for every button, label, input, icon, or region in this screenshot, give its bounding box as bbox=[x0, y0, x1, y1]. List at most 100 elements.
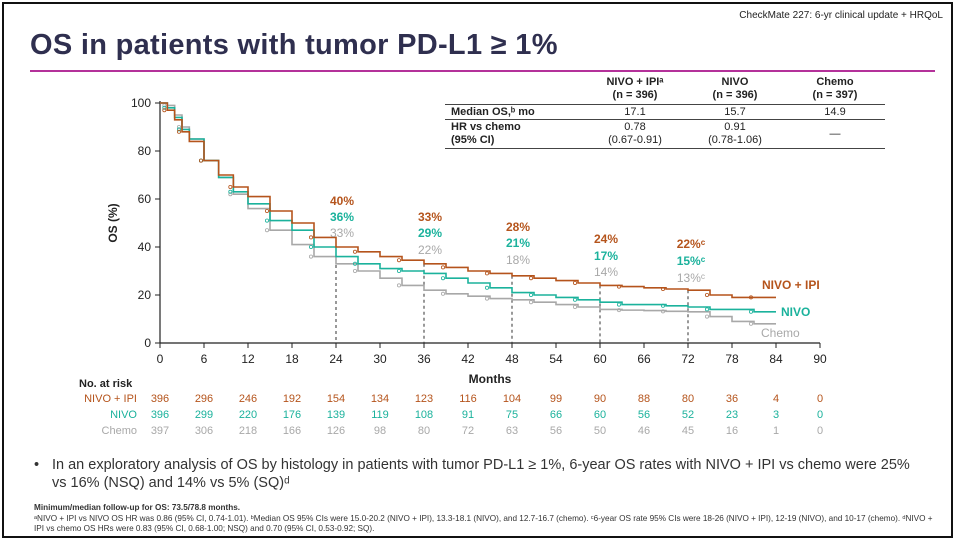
at-risk-count: 397 bbox=[151, 425, 169, 437]
hr-value: — bbox=[785, 119, 885, 149]
bullet-symbol: • bbox=[34, 457, 40, 473]
median-value: 17.1 bbox=[585, 104, 685, 120]
bullet-text: In an exploratory analysis of OS by hist… bbox=[52, 457, 910, 491]
rate-label: 21% bbox=[506, 236, 530, 250]
rate-label: 36% bbox=[330, 210, 354, 224]
hr-estimate: 0.78 bbox=[624, 121, 646, 133]
at-risk-count: 134 bbox=[371, 393, 389, 405]
footnote-text: ᵃNIVO + IPI vs NIVO OS HR was 0.86 (95% … bbox=[34, 513, 933, 534]
censor-mark bbox=[484, 296, 489, 301]
censor-mark bbox=[705, 307, 710, 312]
censor-mark bbox=[162, 105, 167, 110]
at-risk-count: 4 bbox=[773, 393, 779, 405]
at-risk-row-label: Chemo bbox=[102, 425, 137, 437]
censor-mark bbox=[529, 300, 534, 305]
censor-mark bbox=[573, 297, 578, 302]
hr-row: HR vs chemo (95% CI) 0.78 (0.67-0.91) 0.91… bbox=[445, 119, 885, 149]
rate-label: 24% bbox=[594, 232, 618, 246]
y-tick-label: 20 bbox=[138, 288, 152, 302]
at-risk-count: 98 bbox=[374, 425, 386, 437]
x-tick-label: 60 bbox=[593, 352, 607, 366]
rate-label: 22%ᶜ bbox=[677, 237, 706, 251]
at-risk-count: 104 bbox=[503, 393, 521, 405]
median-label: Median OS,ᵇ mo bbox=[445, 104, 585, 120]
at-risk-count: 99 bbox=[550, 393, 562, 405]
at-risk-count: 75 bbox=[506, 409, 518, 421]
hr-estimate: — bbox=[829, 127, 841, 140]
x-tick-label: 78 bbox=[725, 352, 739, 366]
censor-mark bbox=[484, 285, 489, 290]
y-tick-label: 100 bbox=[131, 96, 151, 110]
censor-mark bbox=[352, 268, 357, 273]
rate-label: 33% bbox=[330, 226, 354, 240]
censor-mark bbox=[529, 276, 534, 281]
at-risk-count: 0 bbox=[817, 393, 823, 405]
at-risk-count: 23 bbox=[726, 409, 738, 421]
series-end-label: Chemo bbox=[761, 326, 800, 340]
x-tick-label: 0 bbox=[157, 352, 164, 366]
col-n: (n = 396) bbox=[712, 89, 758, 101]
at-risk-count: 296 bbox=[195, 393, 213, 405]
stats-col-header: NIVO (n = 396) bbox=[685, 76, 785, 105]
y-tick-label: 40 bbox=[138, 240, 152, 254]
stats-col-header: NIVO + IPIᵃ (n = 396) bbox=[585, 76, 685, 105]
at-risk-count: 396 bbox=[151, 393, 169, 405]
rate-label: 28% bbox=[506, 220, 530, 234]
at-risk-count: 126 bbox=[327, 425, 345, 437]
x-tick-label: 48 bbox=[505, 352, 519, 366]
rate-label: 13%ᶜ bbox=[677, 271, 705, 285]
censor-mark bbox=[573, 280, 578, 285]
hr-value: 0.78 (0.67-0.91) bbox=[585, 119, 685, 149]
rate-label: 29% bbox=[418, 226, 442, 240]
at-risk-count: 50 bbox=[594, 425, 606, 437]
stats-header-row: NIVO + IPIᵃ (n = 396) NIVO (n = 396) Chemo… bbox=[445, 76, 885, 105]
series-end-label: NIVO bbox=[781, 305, 810, 319]
rate-label: 40% bbox=[330, 194, 354, 208]
at-risk-count: 0 bbox=[817, 409, 823, 421]
at-risk-count: 108 bbox=[415, 409, 433, 421]
stats-corner bbox=[445, 76, 585, 105]
hr-ci: (0.78-1.06) bbox=[708, 134, 762, 146]
at-risk-count: 166 bbox=[283, 425, 301, 437]
col-name: NIVO bbox=[721, 76, 749, 88]
at-risk-count: 119 bbox=[371, 409, 389, 421]
footnotes: Minimum/median follow-up for OS: 73.5/78… bbox=[34, 503, 934, 535]
censor-mark bbox=[573, 304, 578, 309]
censor-mark bbox=[440, 276, 445, 281]
at-risk-count: 176 bbox=[283, 409, 301, 421]
censor-mark bbox=[749, 321, 754, 326]
at-risk-count: 36 bbox=[726, 393, 738, 405]
at-risk-count: 220 bbox=[239, 409, 257, 421]
y-tick-label: 80 bbox=[138, 144, 152, 158]
at-risk-count: 3 bbox=[773, 409, 779, 421]
series-line bbox=[160, 102, 776, 325]
censor-mark bbox=[308, 235, 313, 240]
at-risk-count: 63 bbox=[506, 425, 518, 437]
censor-mark bbox=[440, 265, 445, 270]
censor-mark bbox=[661, 286, 666, 291]
page-title: OS in patients with tumor PD-L1 ≥ 1% bbox=[30, 29, 558, 61]
at-risk-count: 46 bbox=[638, 425, 650, 437]
censor-mark bbox=[176, 127, 181, 132]
x-tick-label: 24 bbox=[329, 352, 343, 366]
censor-mark bbox=[749, 309, 754, 314]
censor-mark bbox=[264, 228, 269, 233]
x-tick-label: 30 bbox=[373, 352, 387, 366]
rate-label: 14% bbox=[594, 265, 618, 279]
at-risk-count: 299 bbox=[195, 409, 213, 421]
hr-value: 0.91 (0.78-1.06) bbox=[685, 119, 785, 149]
rate-label: 33% bbox=[418, 210, 442, 224]
rate-label: 22% bbox=[418, 243, 442, 257]
censor-mark bbox=[440, 291, 445, 296]
at-risk-count: 192 bbox=[283, 393, 301, 405]
at-risk-row-label: NIVO bbox=[110, 409, 137, 421]
stats-col-header: Chemo (n = 397) bbox=[785, 76, 885, 105]
censor-mark bbox=[396, 283, 401, 288]
at-risk-count: 91 bbox=[462, 409, 474, 421]
censor-mark bbox=[198, 158, 203, 163]
x-tick-label: 90 bbox=[813, 352, 827, 366]
censor-mark bbox=[176, 125, 181, 130]
at-risk-count: 80 bbox=[418, 425, 430, 437]
at-risk-count: 218 bbox=[239, 425, 257, 437]
at-risk-count: 88 bbox=[638, 393, 650, 405]
